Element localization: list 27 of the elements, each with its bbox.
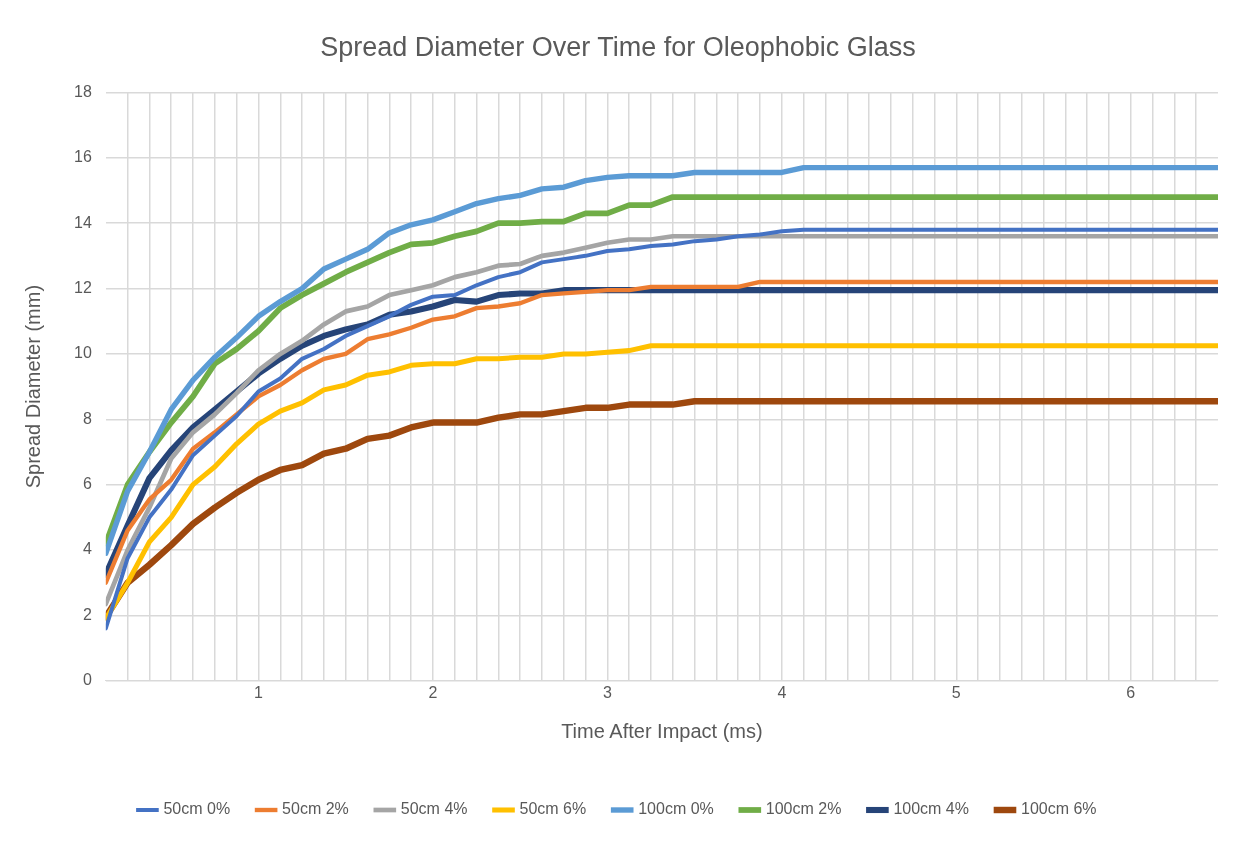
y-tick-label: 10 (74, 344, 92, 362)
legend-label: 100cm 4% (893, 800, 969, 818)
x-tick-label: 3 (602, 683, 612, 701)
y-tick-label: 16 (74, 148, 92, 166)
y-tick-label: 2 (82, 605, 92, 623)
y-tick-label: 18 (74, 82, 92, 100)
legend-label: 50cm 0% (163, 800, 231, 818)
y-axis-title: Spread Diameter (mm) (21, 284, 44, 489)
legend-label: 100cm 0% (638, 800, 714, 818)
x-tick-label: 5 (951, 683, 961, 701)
y-tick-label: 4 (82, 540, 92, 558)
x-tick-label: 4 (777, 683, 787, 701)
y-tick-label: 6 (82, 475, 92, 493)
legend-label: 50cm 2% (282, 800, 349, 818)
legend-label: 100cm 2% (765, 800, 842, 818)
legend-label: 50cm 6% (519, 800, 587, 818)
y-tick-label: 8 (82, 409, 92, 427)
x-tick-label: 1 (254, 683, 263, 701)
x-axis-title: Time After Impact (ms) (561, 719, 763, 742)
y-tick-label: 12 (74, 278, 92, 296)
y-tick-label: 0 (82, 671, 92, 689)
legend-label: 100cm 6% (1020, 800, 1097, 818)
y-tick-label: 14 (74, 213, 92, 231)
x-tick-label: 6 (1126, 683, 1136, 701)
chart-title: Spread Diameter Over Time for Oleophobic Glass (320, 31, 916, 62)
legend-label: 50cm 4% (400, 800, 468, 818)
x-tick-label: 2 (428, 683, 438, 701)
